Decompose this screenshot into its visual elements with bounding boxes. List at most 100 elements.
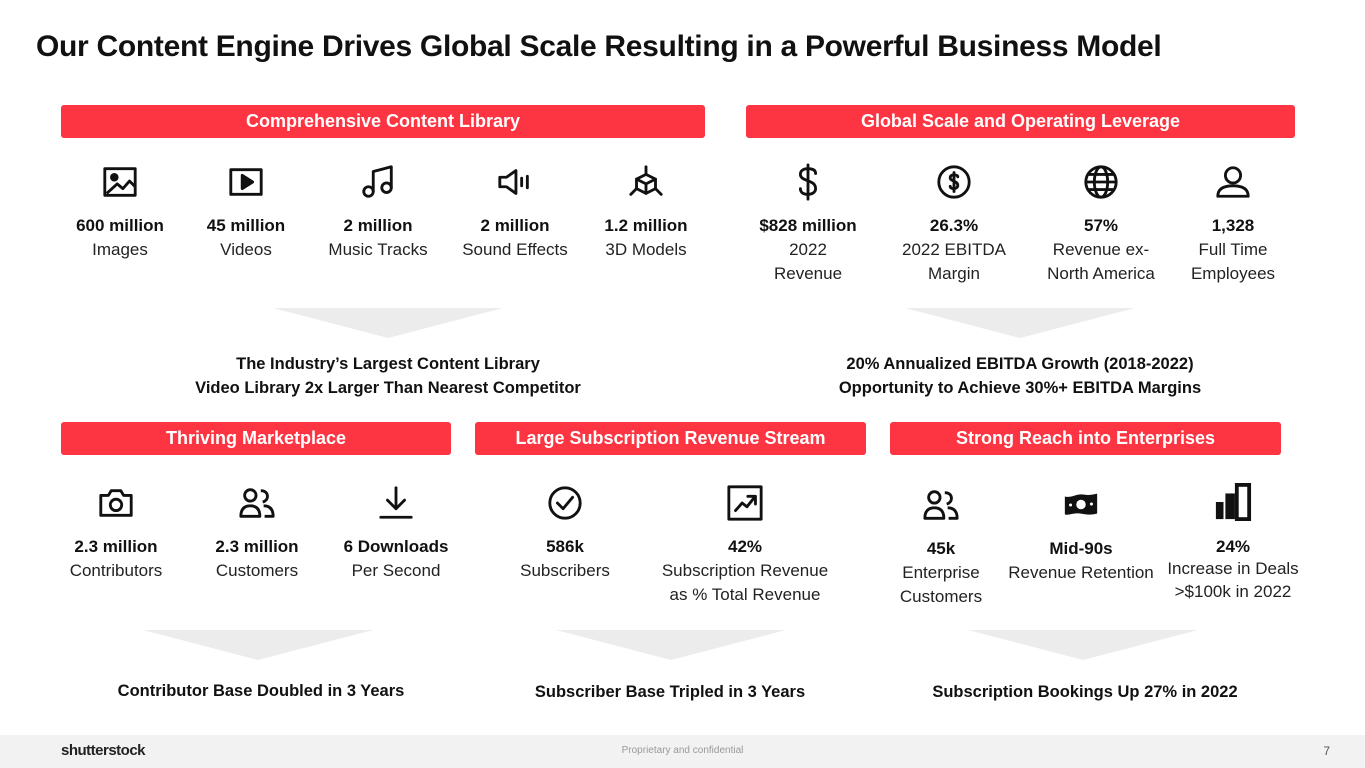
stat-label: Enterprise Customers — [856, 561, 1026, 609]
enterprise-chevron — [968, 630, 1198, 660]
stat-label: Customers — [215, 561, 299, 580]
scale-heading: Global Scale and Operating Leverage — [860, 111, 1181, 131]
label-line: Employees — [1190, 264, 1276, 283]
stat-value: 1.2 million — [604, 216, 688, 235]
summary-line: The Industry’s Largest Content Library — [236, 355, 540, 373]
dollar-circle-icon — [869, 160, 1039, 204]
label-line: Enterprise — [902, 563, 980, 582]
subscription-summary: Subscriber Base Tripled in 3 Years — [470, 680, 870, 704]
stat-value: 45 million — [206, 216, 286, 235]
stat-value: 45k — [926, 539, 956, 558]
marketplace-summary: Contributor Base Doubled in 3 Years — [61, 679, 461, 703]
label-line: Increase in Deals — [1167, 559, 1299, 578]
stat-large-deals: 24% Increase in Deals >$100k in 2022 — [1148, 480, 1318, 603]
stat-value: Mid-90s — [1049, 539, 1113, 558]
stat-value: 57% — [1083, 216, 1119, 235]
stat-value: 2 million — [480, 216, 550, 235]
stat-subscription-share: 42% Subscription Revenue as % Total Reve… — [645, 481, 845, 607]
scale-chevron — [905, 308, 1135, 338]
enterprise-heading: Strong Reach into Enterprises — [955, 428, 1216, 448]
label-line: Full Time — [1198, 240, 1268, 259]
library-banner: Comprehensive Content Library — [61, 105, 705, 138]
stat-label: 2022 Revenue — [723, 238, 893, 286]
stat-value: 42% — [727, 537, 763, 556]
stat-label: Revenue Retention — [1008, 563, 1154, 582]
camera-icon — [31, 481, 201, 525]
marketplace-heading: Thriving Marketplace — [165, 428, 347, 448]
stat-value: 2 million — [343, 216, 413, 235]
stat-revenue: $828 million 2022 Revenue — [723, 160, 893, 286]
stat-images: 600 million Images — [35, 160, 205, 262]
download-icon — [311, 481, 481, 525]
confidential-note: Proprietary and confidential — [621, 745, 744, 756]
enterprise-summary: Subscription Bookings Up 27% in 2022 — [885, 680, 1285, 704]
label-line: 2022 EBITDA — [902, 240, 1006, 259]
subscription-banner: Large Subscription Revenue Stream — [475, 422, 866, 455]
check-circle-icon — [480, 481, 650, 525]
label-line: Customers — [899, 587, 983, 606]
stat-label: Per Second — [351, 561, 441, 580]
label-line: Revenue — [773, 264, 843, 283]
stat-value: $828 million — [759, 216, 857, 235]
stat-label: Music Tracks — [328, 240, 428, 259]
image-icon — [35, 160, 205, 204]
stat-sound: 2 million Sound Effects — [430, 160, 600, 262]
stat-label: Videos — [220, 240, 272, 259]
people-icon — [172, 481, 342, 525]
stat-label: Subscribers — [520, 561, 610, 580]
stat-label: Increase in Deals >$100k in 2022 — [1148, 557, 1318, 603]
summary-line: Contributor Base Doubled in 3 Years — [117, 682, 405, 700]
stat-enterprise-customers: 45k Enterprise Customers — [856, 483, 1026, 609]
label-line: as % Total Revenue — [669, 585, 821, 604]
stat-employees: 1,328 Full Time Employees — [1148, 160, 1318, 286]
stat-value: 2.3 million — [74, 537, 158, 556]
label-line: Margin — [928, 264, 980, 283]
stat-value: 2.3 million — [215, 537, 299, 556]
speaker-icon — [430, 160, 600, 204]
page-title: Our Content Engine Drives Global Scale R… — [36, 30, 1162, 63]
stat-label: Contributors — [69, 561, 163, 580]
people-icon — [856, 483, 1026, 527]
stat-revenue-retention: Mid-90s Revenue Retention — [996, 483, 1166, 585]
stat-value: 26.3% — [929, 216, 979, 235]
scale-summary: 20% Annualized EBITDA Growth (2018-2022)… — [720, 352, 1320, 400]
video-play-icon — [161, 160, 331, 204]
label-line: >$100k in 2022 — [1174, 582, 1292, 601]
summary-line: Video Library 2x Larger Than Nearest Com… — [195, 379, 581, 397]
library-chevron — [273, 308, 503, 338]
stat-value: 1,328 — [1211, 216, 1255, 235]
stat-label: Sound Effects — [462, 240, 568, 259]
summary-line: Opportunity to Achieve 30%+ EBITDA Margi… — [838, 379, 1202, 397]
scale-banner: Global Scale and Operating Leverage — [746, 105, 1295, 138]
label-line: Revenue ex- — [1052, 240, 1150, 259]
stat-label: 2022 EBITDA Margin — [869, 238, 1039, 286]
stat-label: Full Time Employees — [1148, 238, 1318, 286]
stat-videos: 45 million Videos — [161, 160, 331, 262]
summary-line: Subscription Bookings Up 27% in 2022 — [932, 683, 1238, 701]
3d-cube-icon — [561, 160, 731, 204]
stat-music: 2 million Music Tracks — [293, 160, 463, 262]
label-line: 2022 — [789, 240, 827, 259]
music-note-icon — [293, 160, 463, 204]
person-icon — [1148, 160, 1318, 204]
stat-downloads: 6 Downloads Per Second — [311, 481, 481, 583]
money-bill-icon — [996, 483, 1166, 527]
stat-value: 600 million — [76, 216, 164, 235]
marketplace-banner: Thriving Marketplace — [61, 422, 451, 455]
stat-label: Subscription Revenue as % Total Revenue — [645, 559, 845, 607]
stat-value: 24% — [1215, 537, 1251, 556]
stat-subscribers: 586k Subscribers — [480, 481, 650, 583]
label-line: North America — [1047, 264, 1155, 283]
stat-value: 586k — [546, 537, 584, 556]
stat-3d-models: 1.2 million 3D Models — [561, 160, 731, 262]
trending-up-icon — [645, 481, 845, 525]
page-number: 7 — [1323, 744, 1330, 758]
stat-customers: 2.3 million Customers — [172, 481, 342, 583]
summary-line: 20% Annualized EBITDA Growth (2018-2022) — [846, 355, 1194, 373]
enterprise-banner: Strong Reach into Enterprises — [890, 422, 1281, 455]
shutterstock-logo: shutterstock — [61, 742, 146, 759]
dollar-sign-icon — [723, 160, 893, 204]
stat-international-revenue: 57% Revenue ex- North America — [1016, 160, 1186, 286]
marketplace-chevron — [143, 630, 373, 660]
library-heading: Comprehensive Content Library — [245, 111, 521, 131]
